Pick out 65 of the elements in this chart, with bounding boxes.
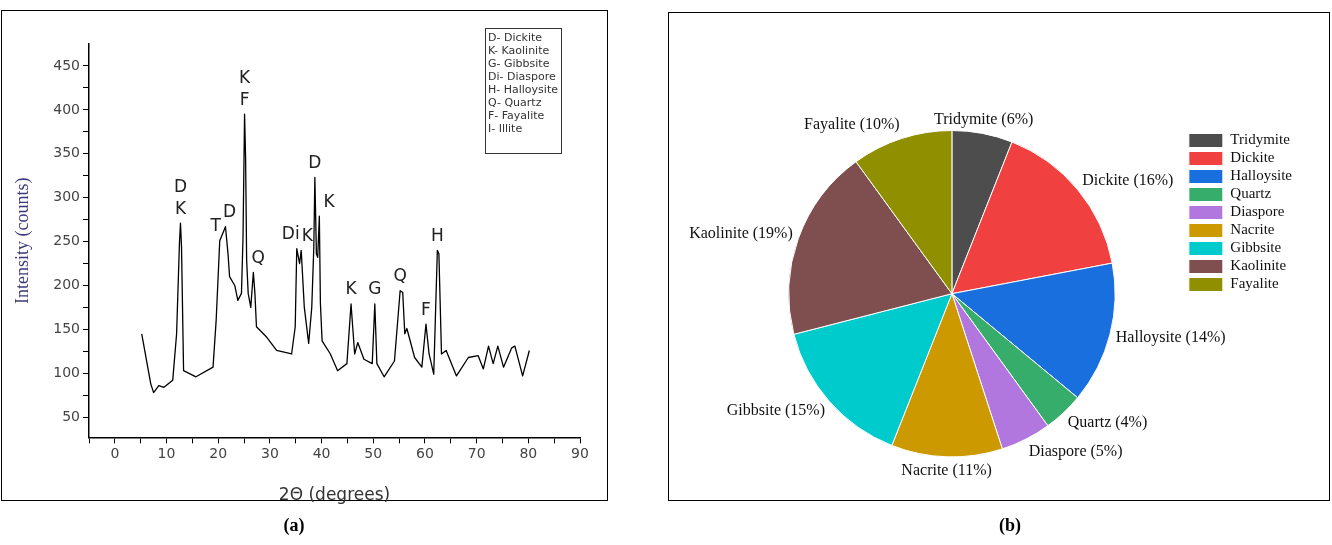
legend-label: Quartz	[1230, 185, 1272, 202]
x-tick-label: 80	[519, 445, 538, 462]
data-label: Kaolinite (19%)	[689, 223, 793, 242]
y-tick-label: 150	[53, 320, 80, 337]
data-label: Nacrite (11%)	[901, 461, 992, 480]
annotation: K	[301, 224, 314, 245]
annotation: D	[308, 151, 322, 172]
annotation: Q- Quartz	[488, 96, 543, 109]
annotation: D	[222, 201, 237, 222]
x-tick-label: 10	[157, 445, 176, 462]
text: (a)	[283, 514, 305, 536]
data-label: Quartz (4%)	[1067, 413, 1148, 432]
annotation: Q	[251, 246, 265, 267]
y-tick-label: 400	[53, 100, 80, 117]
y-tick-label: 250	[53, 232, 80, 249]
y-tick-label: 200	[53, 276, 80, 293]
data-label: Diaspore (5%)	[1028, 441, 1123, 460]
annotation: D- Dickite	[488, 31, 544, 44]
y-axis-title: Intensity (counts)	[11, 177, 33, 304]
annotation: H- Halloysite	[488, 83, 558, 96]
annotation: F	[421, 298, 431, 319]
legend-label: Diaspore	[1230, 203, 1285, 220]
data-label: Halloysite (14%)	[1115, 327, 1226, 346]
annotation: Di	[281, 223, 300, 244]
x-tick-label: 70	[467, 445, 486, 462]
annotation: G- Gibbsite	[488, 57, 551, 70]
legend-label: Tridymite	[1230, 131, 1291, 148]
annotation: F	[239, 88, 250, 109]
legend-label: Kaolinite	[1230, 257, 1287, 274]
x-tick-label: 20	[209, 445, 228, 462]
data-label: Tridymite (6%)	[933, 109, 1034, 128]
annotation: K	[238, 66, 251, 87]
legend-label: Dickite	[1230, 149, 1275, 166]
annotation: K	[323, 190, 336, 211]
annotation: K	[174, 197, 187, 218]
x-tick-label: 30	[260, 445, 279, 462]
x-tick-label: 90	[571, 445, 589, 462]
data-label: Gibbsite (15%)	[726, 401, 825, 420]
x-tick-label: 40	[312, 445, 331, 462]
y-tick-label: 450	[53, 56, 80, 73]
x-tick-label: 60	[416, 445, 434, 462]
annotation: F- Fayalite	[488, 109, 546, 122]
legend-label: Nacrite	[1230, 221, 1275, 238]
annotation: K	[345, 278, 358, 299]
annotation: K- Kaolinite	[488, 44, 551, 57]
y-tick-label: 300	[53, 188, 80, 205]
x-tick-label: 50	[364, 445, 383, 462]
legend-label: Gibbsite	[1230, 239, 1282, 256]
legend-label: Halloysite	[1230, 167, 1293, 184]
annotation: Q	[393, 265, 407, 286]
data-label: Dickite (16%)	[1082, 170, 1174, 189]
annotation: T	[209, 215, 222, 236]
y-tick-label: 350	[53, 144, 80, 161]
annotation: Di- Diaspore	[488, 70, 557, 83]
y-tick-label: 100	[53, 363, 80, 380]
y-tick-label: 50	[62, 407, 80, 424]
annotation: H	[430, 224, 444, 245]
x-tick-label: 0	[110, 445, 120, 462]
text: (b)	[999, 514, 1021, 536]
annotation: G	[368, 278, 382, 299]
annotation: I- Illite	[488, 122, 524, 135]
annotation: D	[173, 175, 188, 196]
data-label: Fayalite (10%)	[804, 115, 900, 134]
x-axis-title: 2Θ (degrees)	[278, 483, 391, 504]
legend-label: Fayalite	[1230, 275, 1279, 292]
